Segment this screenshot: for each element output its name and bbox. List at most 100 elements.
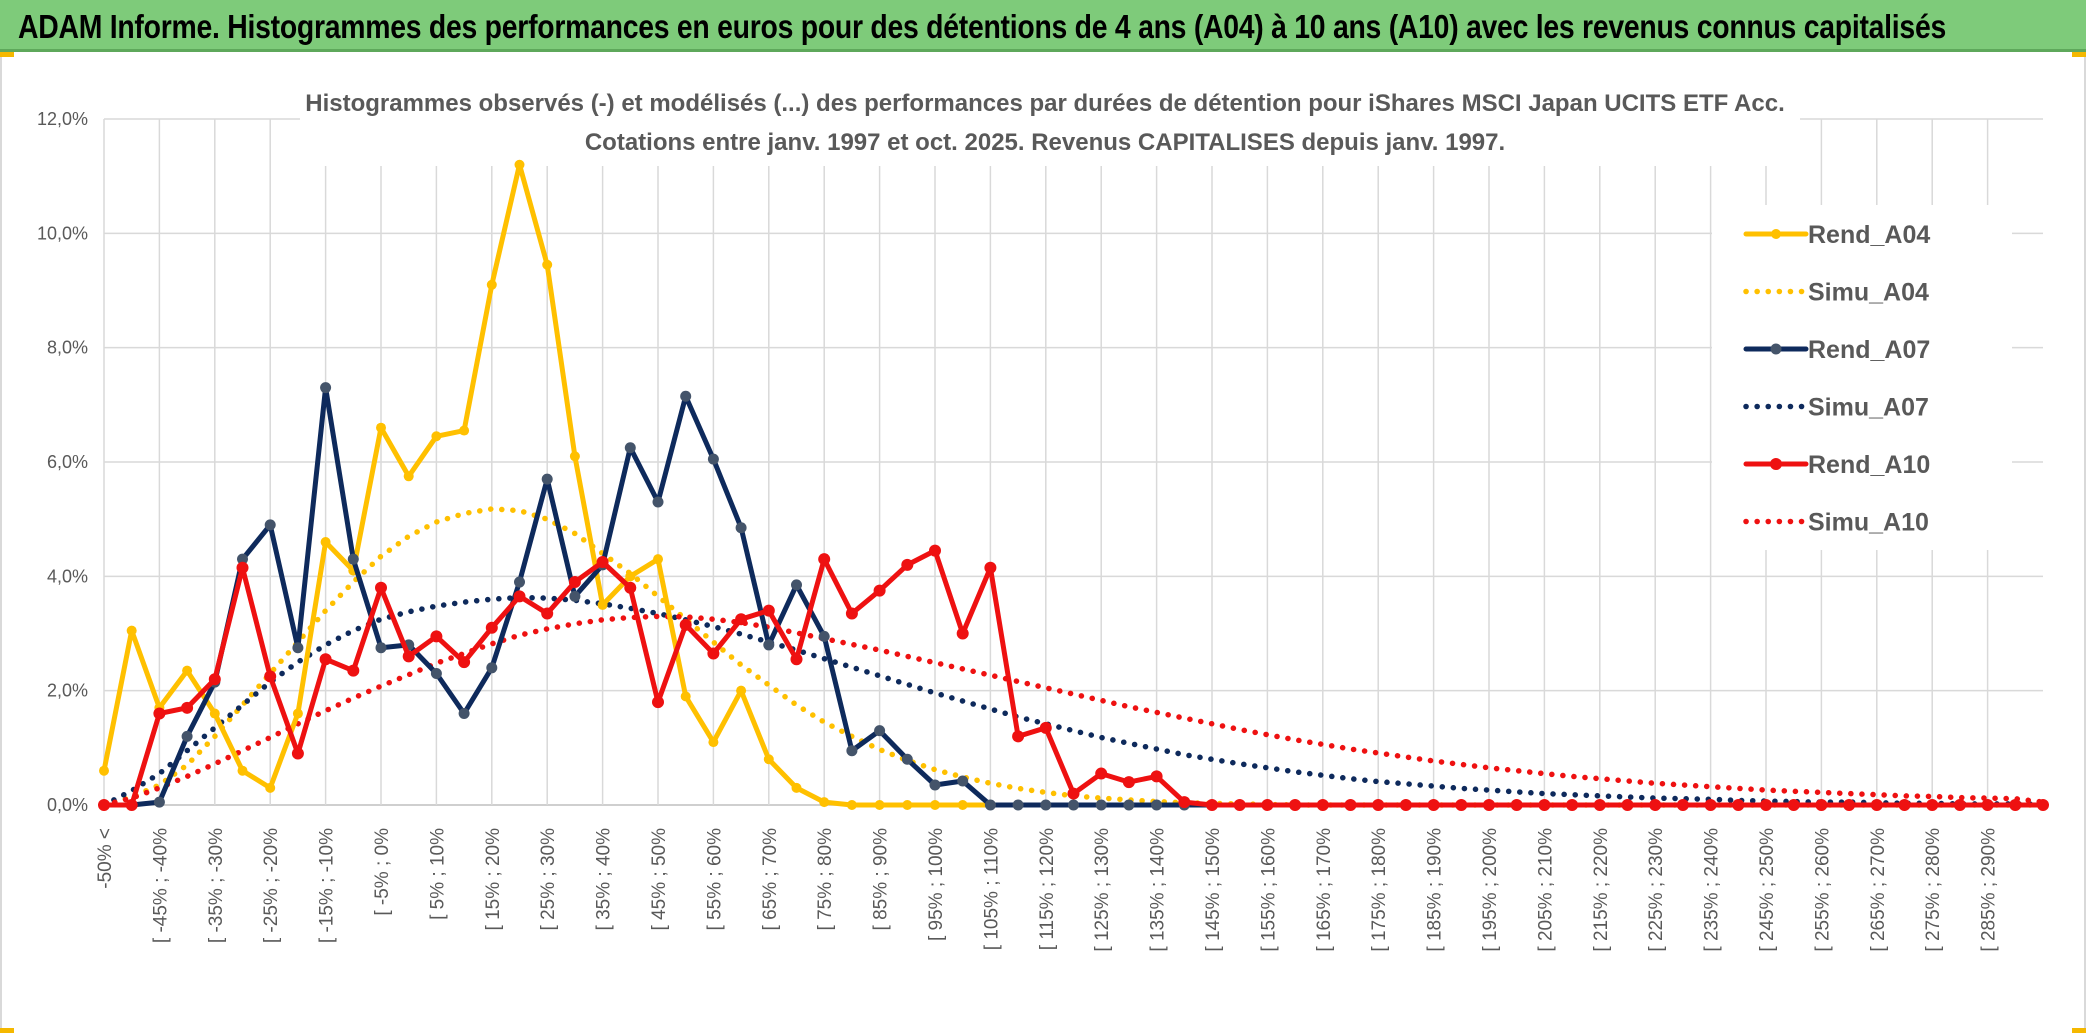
data-point-rend_a10 [1510,799,1523,811]
data-point-rend_a04 [930,800,940,810]
data-point-rend_a10 [1953,799,1966,811]
series-rend_a10 [98,544,2049,811]
data-point-rend_a10 [1898,799,1911,811]
data-point-rend_a04 [292,708,303,719]
chart-title-line-2: Cotations entre janv. 1997 et oct. 2025.… [585,129,1505,156]
data-point-rend_a10 [1981,799,1994,811]
data-point-rend_a07 [181,730,193,742]
y-tick-label: 4,0% [47,566,88,586]
legend-label: Simu_A10 [1808,509,1929,537]
data-point-rend_a07 [264,519,276,531]
x-tick-label: [ -15% ; -10% [317,828,338,943]
chart-title-group: Histogrammes observés (-) et modélisés (… [300,80,1800,166]
legend-item-rend_a07: Rend_A07 [1743,336,1930,364]
data-point-rend_a10 [624,581,637,594]
data-point-rend_a10 [901,558,914,571]
data-point-rend_a10 [541,607,554,620]
data-point-rend_a04 [597,599,608,610]
x-tick-label: [ 45% ; 50% [649,828,670,931]
legend-marker [1770,343,1782,355]
data-point-rend_a10 [513,590,526,603]
data-point-rend_a04 [902,800,913,810]
x-tick-label: [ -5% ; 0% [372,828,393,916]
data-point-rend_a04 [653,554,663,565]
chart-title-line-1: Histogrammes observés (-) et modélisés (… [305,90,1785,117]
data-point-rend_a04 [874,800,885,810]
x-tick-label: [ 235% ; 240% [1702,828,1723,952]
x-tick-label: [ 25% ; 30% [538,828,559,931]
data-point-rend_a10 [1870,799,1883,811]
legend-item-simu_a10: Simu_A10 [1743,509,1929,537]
x-tick-label: [ 85% ; 90% [871,828,892,931]
data-point-rend_a10 [1012,730,1025,743]
data-point-rend_a04 [126,625,137,636]
data-point-rend_a04 [237,765,248,776]
data-point-rend_a10 [735,613,748,626]
data-point-rend_a10 [1261,799,1274,811]
y-axis-ticks: 0,0% 2,0% 4,0% 6,0% 8,0% 10,0% 12,0% [37,109,88,815]
data-point-rend_a10 [2009,799,2022,811]
data-point-rend_a04 [680,691,691,702]
data-point-rend_a04 [431,431,442,442]
data-point-rend_a10 [347,664,360,677]
frame-corner-top-right [2072,52,2086,57]
x-tick-label: [ -45% ; -40% [150,828,171,943]
series-simu_a07 [101,594,2046,808]
x-tick-label: [ 35% ; 40% [594,828,615,931]
legend-label: Simu_A04 [1808,279,1929,307]
x-tick-label: [ 95% ; 100% [926,828,947,941]
frame-corner-bottom-left [0,1028,14,1033]
data-point-rend_a04 [459,425,470,436]
data-point-rend_a10 [485,621,498,634]
x-tick-label: [ 195% ; 200% [1480,828,1501,952]
data-point-rend_a10 [762,604,775,617]
y-tick-label: 12,0% [37,109,88,129]
data-point-rend_a10 [291,747,304,760]
data-point-rend_a07 [292,642,304,654]
x-tick-label: [ 135% ; 140% [1148,828,1169,952]
x-tick-label: [ 285% ; 290% [1979,828,2000,952]
data-point-rend_a07 [874,725,886,737]
data-point-rend_a04 [514,159,525,170]
series-line-simu_a04 [101,506,2046,808]
data-point-rend_a07 [430,668,442,680]
data-point-rend_a10 [984,561,997,574]
data-point-rend_a07 [1012,799,1024,811]
x-tick-label: [ -35% ; -30% [206,828,227,943]
x-tick-label: [ 245% ; 250% [1757,828,1778,952]
data-point-rend_a07 [375,642,387,654]
x-tick-label: [ -25% ; -20% [261,828,282,943]
data-point-rend_a07 [514,576,525,588]
data-point-rend_a07 [735,522,747,534]
data-point-rend_a04 [763,754,774,765]
x-tick-label: [ 15% ; 20% [483,828,504,931]
y-tick-label: 10,0% [37,223,88,243]
chart-frame [0,52,2086,1033]
frame-corner-bottom-right [2072,1028,2086,1033]
y-tick-label: 2,0% [47,681,88,701]
data-point-rend_a07 [153,796,165,808]
data-point-rend_a10 [956,627,969,640]
data-point-rend_a04 [486,279,497,290]
data-point-rend_a07 [1151,799,1163,811]
data-point-rend_a10 [1344,799,1357,811]
data-point-rend_a10 [1150,770,1163,783]
data-point-rend_a10 [1704,799,1717,811]
data-point-rend_a10 [1732,799,1745,811]
x-tick-label: [ 255% ; 260% [1812,828,1833,952]
data-point-rend_a10 [1206,799,1218,811]
data-point-rend_a10 [375,581,387,594]
y-tick-label: 0,0% [47,795,88,815]
x-tick-label: [ 75% ; 80% [815,828,836,931]
data-point-rend_a04 [265,782,276,793]
legend-marker [1770,458,1782,470]
data-point-rend_a10 [1372,799,1385,811]
data-point-rend_a04 [542,259,553,270]
data-point-rend_a10 [125,799,138,811]
data-point-rend_a07 [320,382,332,394]
data-point-rend_a10 [1289,799,1302,811]
legend-label: Rend_A07 [1808,336,1930,364]
legend-marker [1771,229,1781,239]
data-point-rend_a04 [320,537,331,548]
